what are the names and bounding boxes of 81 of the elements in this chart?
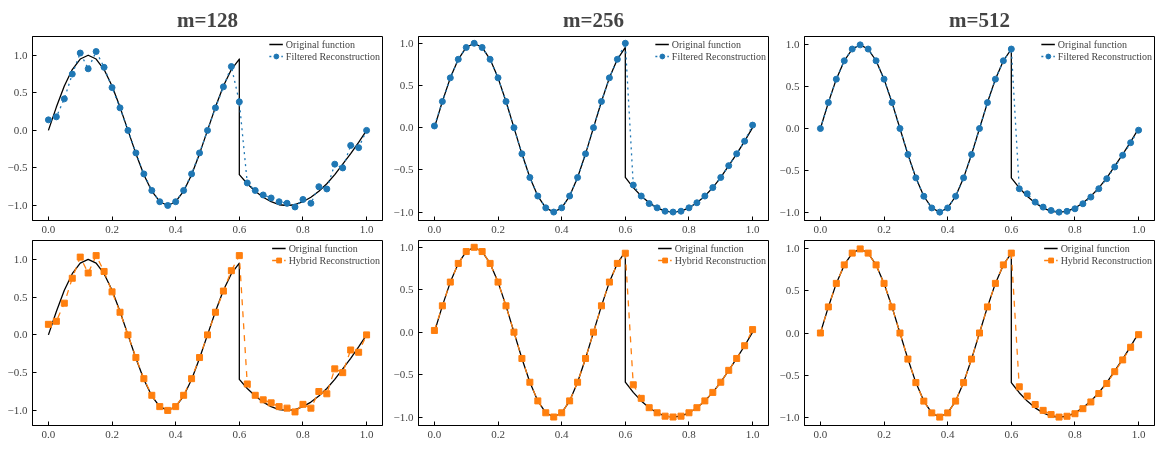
y-tick-label: 0.5 xyxy=(13,290,28,303)
x-tick-label: 0.8 xyxy=(296,222,311,235)
x-tick-label: 0.8 xyxy=(682,427,697,440)
y-tick-label: 0.5 xyxy=(785,80,800,93)
x-tick-label: 0.8 xyxy=(682,222,697,235)
x-tick-label: 0.0 xyxy=(41,222,56,235)
legend-label: Filtered Reconstruction xyxy=(285,50,380,62)
y-tick-label: 0.0 xyxy=(399,325,414,338)
y-tick-label: −1.0 xyxy=(7,198,28,211)
legend-label: Filtered Reconstruction xyxy=(1057,50,1152,62)
x-tick-label: 0.4 xyxy=(940,427,956,440)
x-tick-label: 0.8 xyxy=(296,427,311,440)
x-tick-label: 0.4 xyxy=(554,222,570,235)
x-tick-label: 0.4 xyxy=(940,222,956,235)
x-tick-label: 0.6 xyxy=(232,222,247,235)
chart-title: m=512 xyxy=(949,7,1010,32)
legend-label: Hybrid Reconstruction xyxy=(1060,254,1152,266)
y-tick-label: −0.5 xyxy=(779,163,800,176)
y-tick-label: 0.0 xyxy=(785,326,800,339)
y-tick-label: −1.0 xyxy=(393,205,414,218)
x-tick-label: 0.4 xyxy=(168,222,184,235)
x-tick-label: 0.6 xyxy=(1004,427,1019,440)
x-tick-label: 0.4 xyxy=(168,427,184,440)
x-tick-label: 0.2 xyxy=(491,222,505,235)
x-tick-label: 0.2 xyxy=(877,427,891,440)
y-tick-label: −0.5 xyxy=(393,163,414,176)
y-tick-label: 1.0 xyxy=(399,36,414,49)
y-tick-label: 0.0 xyxy=(13,123,28,136)
y-tick-label: −1.0 xyxy=(779,205,800,218)
legend-label: Hybrid Reconstruction xyxy=(674,254,766,266)
y-tick-label: −1.0 xyxy=(7,403,28,416)
legend-label: Original function xyxy=(288,242,358,254)
y-tick-label: −1.0 xyxy=(393,410,414,423)
chart-title: m=256 xyxy=(563,7,624,32)
x-tick-label: 0.2 xyxy=(877,222,891,235)
x-tick-label: 0.0 xyxy=(41,427,56,440)
x-tick-label: 0.0 xyxy=(813,222,828,235)
x-tick-label: 0.6 xyxy=(232,427,247,440)
y-tick-label: −0.5 xyxy=(7,161,28,174)
x-tick-label: 0.6 xyxy=(1004,222,1019,235)
y-tick-label: 0.0 xyxy=(13,328,28,341)
x-tick-label: 0.2 xyxy=(105,222,119,235)
y-tick-label: 1.0 xyxy=(13,252,28,265)
legend-label: Filtered Reconstruction xyxy=(671,50,766,62)
legend-label: Hybrid Reconstruction xyxy=(288,254,380,266)
x-tick-label: 0.6 xyxy=(618,222,633,235)
x-tick-label: 0.0 xyxy=(427,222,442,235)
chart-title: m=128 xyxy=(177,7,238,32)
y-tick-label: 1.0 xyxy=(785,38,800,51)
y-tick-label: 0.5 xyxy=(13,86,28,99)
x-tick-label: 1.0 xyxy=(745,222,760,235)
legend-label: Original function xyxy=(1060,242,1130,254)
x-tick-label: 1.0 xyxy=(359,222,374,235)
y-tick-label: 0.5 xyxy=(785,284,800,297)
x-tick-label: 0.6 xyxy=(618,427,633,440)
y-tick-label: −1.0 xyxy=(779,410,800,423)
y-tick-label: −0.5 xyxy=(7,366,28,379)
y-tick-label: −0.5 xyxy=(393,368,414,381)
y-tick-label: 1.0 xyxy=(13,48,28,61)
legend-label: Original function xyxy=(1057,38,1127,50)
legend-label: Original function xyxy=(285,38,355,50)
y-tick-label: 1.0 xyxy=(399,240,414,253)
x-tick-label: 0.2 xyxy=(105,427,119,440)
x-tick-label: 0.0 xyxy=(813,427,828,440)
x-tick-label: 0.2 xyxy=(491,427,505,440)
x-tick-label: 1.0 xyxy=(745,427,760,440)
x-tick-label: 0.8 xyxy=(1068,427,1083,440)
legend-label: Original function xyxy=(671,38,741,50)
y-tick-label: 1.0 xyxy=(785,242,800,255)
y-tick-label: 0.5 xyxy=(399,283,414,296)
y-tick-label: 0.5 xyxy=(399,78,414,91)
x-tick-label: 1.0 xyxy=(1131,222,1146,235)
y-tick-label: 0.0 xyxy=(399,121,414,134)
legend-label: Original function xyxy=(674,242,744,254)
x-tick-label: 1.0 xyxy=(359,427,374,440)
x-tick-label: 0.0 xyxy=(427,427,442,440)
x-tick-label: 1.0 xyxy=(1131,427,1146,440)
y-tick-label: −0.5 xyxy=(779,368,800,381)
x-tick-label: 0.8 xyxy=(1068,222,1083,235)
x-tick-label: 0.4 xyxy=(554,427,570,440)
y-tick-label: 0.0 xyxy=(785,122,800,134)
